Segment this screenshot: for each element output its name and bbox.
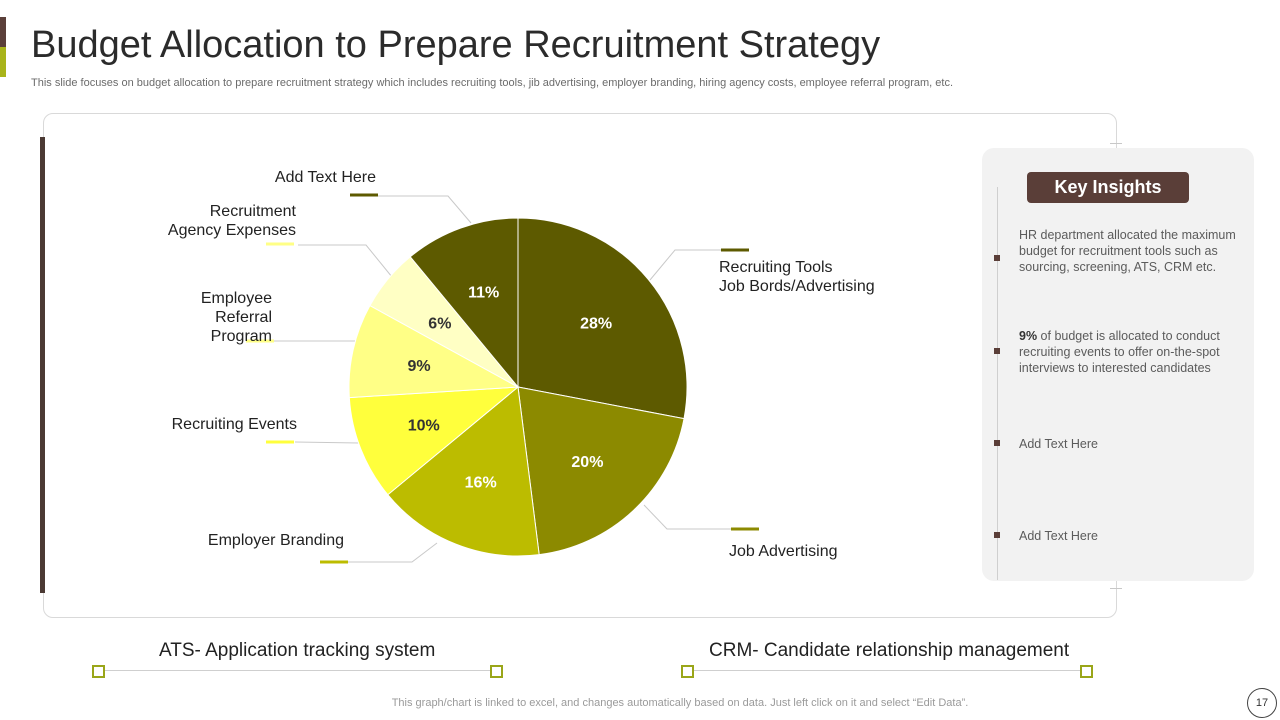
insight-item-1: HR department allocated the maximum budg… [1019, 227, 1241, 275]
insight-text: Add Text Here [1019, 529, 1098, 543]
legend-ats-line [98, 670, 496, 671]
pie-slice[interactable] [517, 217, 688, 420]
slice-value-label: 6% [428, 315, 451, 332]
slice-category-line: Program [211, 328, 272, 345]
frame-end-tick-bottom [1110, 588, 1122, 589]
slice-category-line: Employee [201, 290, 272, 307]
leader-line [377, 195, 472, 224]
pie-slice[interactable] [387, 386, 540, 557]
slice-category-line: Recruitment [210, 203, 297, 220]
insight-item-4: Add Text Here [1019, 528, 1241, 544]
legend-crm-marker-right [1080, 665, 1093, 678]
slice-category-line: Job Bords/Advertising [719, 278, 875, 295]
insight-marker [994, 440, 1000, 446]
leader-line [347, 542, 438, 563]
page-number: 17 [1247, 688, 1277, 718]
slice-category-line: Recruiting Events [172, 416, 297, 433]
leader-line [294, 441, 360, 444]
leader-line [298, 244, 393, 278]
slice-value-label: 10% [408, 417, 440, 434]
slice-category-label: Add Text Here [275, 169, 376, 186]
pie-slice[interactable] [348, 386, 520, 496]
insight-marker [994, 255, 1000, 261]
slice-value-label: 28% [580, 315, 612, 332]
legend-ats: ATS- Application tracking system [159, 640, 436, 661]
leader-line [649, 249, 721, 281]
pie-slice[interactable] [348, 304, 520, 399]
slice-category-line: Employer Branding [208, 532, 344, 549]
legend-ats-marker-right [490, 665, 503, 678]
footer-note: This graph/chart is linked to excel, and… [391, 697, 969, 709]
insight-marker [994, 532, 1000, 538]
insight-lead: 9% [1019, 329, 1038, 343]
label-color-bar [721, 248, 749, 252]
label-color-bar [320, 560, 348, 564]
label-color-bar [350, 193, 378, 197]
label-color-bar [731, 527, 759, 531]
pie-slice[interactable] [517, 386, 685, 556]
leader-line [643, 504, 731, 530]
slice-category-line: Referral [215, 309, 272, 326]
insight-marker [994, 348, 1000, 354]
slice-category-line: Recruiting Tools [719, 259, 833, 276]
legend-crm: CRM- Candidate relationship management [709, 640, 1070, 661]
insights-timeline [997, 187, 998, 580]
insight-text: HR department allocated the maximum budg… [1019, 228, 1236, 274]
insights-header: Key Insights [1027, 172, 1189, 203]
insight-item-2: 9% of budget is allocated to conduct rec… [1019, 328, 1241, 376]
slice-category-label: Employer Branding [208, 532, 344, 549]
insight-text: Add Text Here [1019, 437, 1098, 451]
pie-slice[interactable] [409, 217, 519, 389]
legend-crm-marker-left [681, 665, 694, 678]
slice-category-label: Recruitment Agency Expenses [168, 203, 297, 239]
page-subtitle: This slide focuses on budget allocation … [31, 77, 954, 89]
insights-panel [982, 148, 1254, 581]
legend-ats-marker-left [92, 665, 105, 678]
slice-category-line: Agency Expenses [168, 222, 296, 239]
accent-bar-bottom [0, 47, 6, 77]
legend-crm-line [687, 670, 1085, 671]
slice-category-label: Recruiting Tools Job Bords/Advertising [719, 259, 875, 295]
slice-category-line: Add Text Here [275, 169, 376, 186]
frame-end-tick-top [1110, 143, 1122, 144]
label-color-bar [246, 339, 274, 343]
label-color-bar [266, 242, 294, 246]
slice-value-label: 9% [407, 358, 430, 375]
slice-value-label: 11% [468, 285, 499, 302]
slice-category-label: Recruiting Events [172, 416, 297, 433]
slice-value-label: 20% [571, 454, 603, 471]
slice-category-line: Job Advertising [729, 543, 838, 560]
insight-text: of budget is allocated to conduct recrui… [1019, 329, 1220, 375]
slice-category-label: Employee Referral Program [201, 290, 272, 345]
insight-item-3: Add Text Here [1019, 436, 1241, 452]
chart-frame-stripe [40, 137, 45, 593]
label-color-bar [266, 440, 294, 444]
accent-bar-top [0, 17, 6, 47]
page-title: Budget Allocation to Prepare Recruitment… [31, 24, 881, 66]
slice-category-label: Job Advertising [729, 543, 838, 560]
slice-value-label: 16% [465, 474, 497, 491]
